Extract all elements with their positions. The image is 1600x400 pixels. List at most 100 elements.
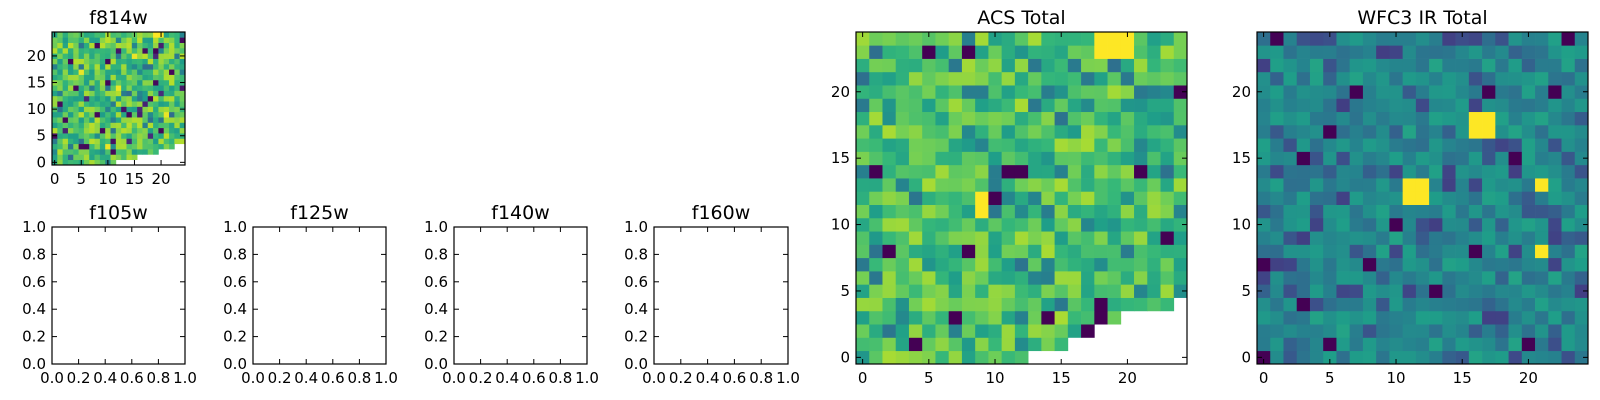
heatmap-cell xyxy=(163,133,170,139)
heatmap-cell xyxy=(1376,284,1390,298)
heatmap-cell xyxy=(73,159,79,166)
heatmap-cell xyxy=(1296,164,1311,179)
heatmap-cell xyxy=(105,79,111,86)
heatmap-cell xyxy=(895,297,910,312)
heatmap-cell xyxy=(1001,58,1016,73)
heatmap-cell xyxy=(1336,297,1351,312)
heatmap-cell xyxy=(121,106,127,113)
heatmap-cell xyxy=(935,58,950,73)
heatmap-cell xyxy=(174,63,181,70)
heatmap-cell xyxy=(1120,124,1135,139)
heatmap-cell xyxy=(882,204,897,219)
axes-frame xyxy=(51,31,186,166)
heatmap-cell xyxy=(147,42,154,49)
heatmap-cell xyxy=(1376,178,1390,192)
heatmap-cell xyxy=(1442,244,1456,259)
heatmap-cell xyxy=(869,231,883,245)
heatmap-cell xyxy=(1402,310,1417,325)
heatmap-cell xyxy=(1455,151,1470,166)
heatmap-cell xyxy=(961,164,976,179)
heatmap-cell xyxy=(1508,111,1523,126)
heatmap-cell xyxy=(67,106,74,113)
heatmap-cell xyxy=(895,138,910,152)
heatmap-cell xyxy=(67,143,74,150)
heatmap-cell xyxy=(1028,257,1042,272)
heatmap-cell xyxy=(948,98,963,113)
heatmap-cell xyxy=(1349,85,1364,99)
heatmap-cell xyxy=(988,58,1002,73)
heatmap-cell xyxy=(1283,324,1298,338)
heatmap-cell xyxy=(961,85,976,99)
heatmap-cell xyxy=(1094,178,1108,192)
heatmap-cell xyxy=(1548,71,1562,86)
heatmap-cell xyxy=(73,122,79,129)
y-tick-label: 5 xyxy=(840,282,850,300)
heatmap-cell xyxy=(1349,191,1364,205)
heatmap-cell xyxy=(52,37,58,43)
heatmap-cell xyxy=(1455,217,1470,232)
heatmap-cell xyxy=(1495,204,1509,219)
heatmap-cell xyxy=(895,164,910,179)
heatmap-cell xyxy=(1561,257,1576,272)
heatmap-cell xyxy=(1270,151,1284,166)
heatmap-cell xyxy=(1283,284,1298,298)
heatmap-cell xyxy=(1376,231,1390,245)
heatmap-cell xyxy=(1336,178,1351,192)
heatmap-cell xyxy=(163,79,170,86)
heatmap-cell xyxy=(1548,284,1562,298)
x-tick-label: 15 xyxy=(1052,369,1071,387)
heatmap-cell xyxy=(948,217,963,232)
heatmap-cell xyxy=(908,310,923,325)
heatmap-cell xyxy=(988,45,1002,59)
heatmap-cell xyxy=(961,151,976,166)
heatmap-cell xyxy=(975,124,989,139)
heatmap-cell xyxy=(988,191,1002,205)
heatmap-cell xyxy=(1482,244,1496,259)
heatmap-cell xyxy=(935,164,950,179)
heatmap-cell xyxy=(1521,324,1536,338)
heatmap-cell xyxy=(1508,124,1523,139)
heatmap-cell xyxy=(83,122,90,129)
heatmap-cell xyxy=(1107,231,1122,245)
heatmap-cell xyxy=(105,53,111,59)
heatmap-cell xyxy=(1362,310,1377,325)
heatmap-cell xyxy=(1094,191,1108,205)
x-tick-label: 0 xyxy=(50,170,60,188)
heatmap-cell xyxy=(856,231,870,245)
heatmap-cell xyxy=(83,143,90,150)
heatmap-cell xyxy=(163,101,170,107)
heatmap-cell xyxy=(1296,284,1311,298)
heatmap-cell xyxy=(78,74,85,81)
y-tick-label: 5 xyxy=(1241,282,1251,300)
heatmap-cell xyxy=(137,79,143,86)
heatmap-cell xyxy=(882,111,897,126)
heatmap-cell xyxy=(908,324,923,338)
heatmap-cell xyxy=(1429,310,1443,325)
heatmap-cell xyxy=(67,63,74,70)
heatmap-cell xyxy=(1323,151,1337,166)
heatmap-cell xyxy=(1389,257,1403,272)
heatmap-cells xyxy=(856,32,1188,365)
heatmap-cell xyxy=(1561,32,1576,46)
heatmap-cell xyxy=(1067,138,1082,152)
heatmap-cell xyxy=(1147,98,1161,113)
heatmap-cell xyxy=(935,111,950,126)
x-tick-label: 0.6 xyxy=(722,369,746,387)
heatmap-cell xyxy=(1054,164,1069,179)
heatmap-cell xyxy=(1415,45,1430,59)
heatmap-cell xyxy=(131,95,138,102)
heatmap-cell xyxy=(1296,111,1311,126)
heatmap-cell xyxy=(856,217,870,232)
heatmap-cell xyxy=(110,138,117,145)
heatmap-cell xyxy=(158,69,165,75)
heatmap-cell xyxy=(99,122,106,129)
heatmap-cell xyxy=(115,122,122,129)
heatmap-cell xyxy=(99,101,106,107)
heatmap-cell xyxy=(147,106,154,113)
heatmap-cell xyxy=(1120,164,1135,179)
x-tick-label: 1.0 xyxy=(776,369,800,387)
heatmap-cell xyxy=(52,111,58,118)
heatmap-cell xyxy=(158,37,165,43)
heatmap-cell xyxy=(1482,284,1496,298)
heatmap-cell xyxy=(78,127,85,134)
